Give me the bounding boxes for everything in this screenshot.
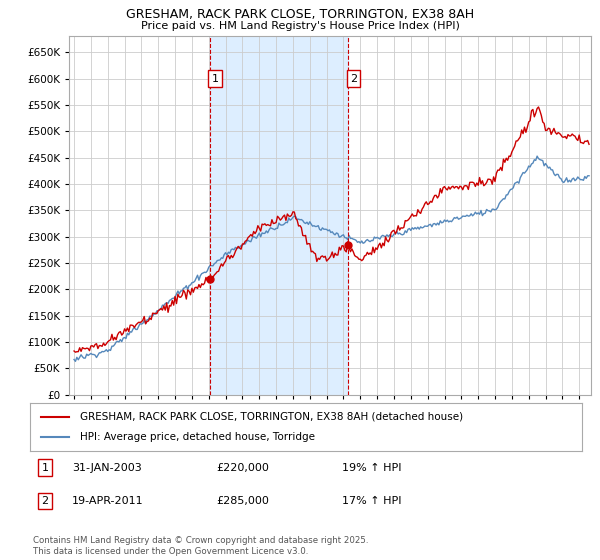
Text: 19-APR-2011: 19-APR-2011 — [72, 496, 143, 506]
Text: 19% ↑ HPI: 19% ↑ HPI — [342, 463, 401, 473]
Bar — [210, 36, 349, 395]
Text: 31-JAN-2003: 31-JAN-2003 — [72, 463, 142, 473]
Text: £220,000: £220,000 — [216, 463, 269, 473]
Text: 17% ↑ HPI: 17% ↑ HPI — [342, 496, 401, 506]
Text: 2: 2 — [41, 496, 49, 506]
Text: HPI: Average price, detached house, Torridge: HPI: Average price, detached house, Torr… — [80, 432, 314, 442]
Text: 1: 1 — [212, 73, 218, 83]
Text: 1: 1 — [41, 463, 49, 473]
Text: Price paid vs. HM Land Registry's House Price Index (HPI): Price paid vs. HM Land Registry's House … — [140, 21, 460, 31]
Text: Contains HM Land Registry data © Crown copyright and database right 2025.
This d: Contains HM Land Registry data © Crown c… — [33, 536, 368, 556]
Text: GRESHAM, RACK PARK CLOSE, TORRINGTON, EX38 8AH (detached house): GRESHAM, RACK PARK CLOSE, TORRINGTON, EX… — [80, 412, 463, 422]
Text: GRESHAM, RACK PARK CLOSE, TORRINGTON, EX38 8AH: GRESHAM, RACK PARK CLOSE, TORRINGTON, EX… — [126, 8, 474, 21]
Text: 2: 2 — [350, 73, 357, 83]
Text: £285,000: £285,000 — [216, 496, 269, 506]
